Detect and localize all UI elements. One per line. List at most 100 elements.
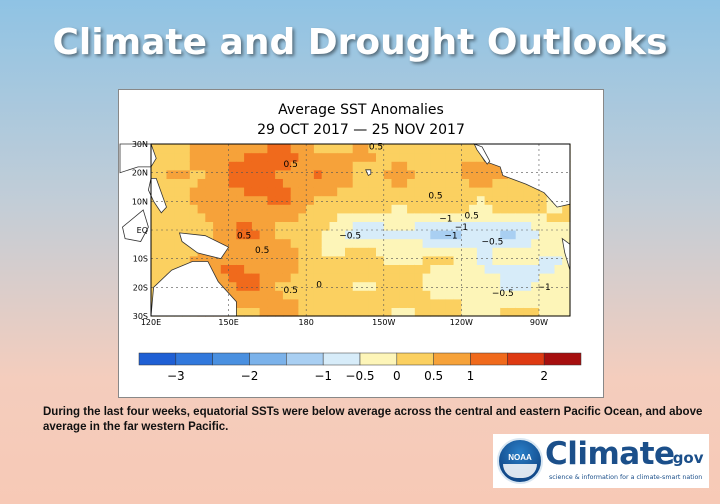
sst-cell [345, 178, 354, 188]
sst-cell [306, 273, 315, 283]
sst-cell [507, 307, 517, 317]
sst-cell [414, 152, 424, 162]
sst-cell [290, 290, 300, 300]
sst-cell [376, 178, 385, 188]
sst-cell [166, 230, 175, 240]
sst-cell [500, 273, 509, 283]
sst-cell [213, 212, 222, 222]
sst-cell [352, 204, 362, 214]
sst-cell [275, 195, 284, 205]
sst-cell [453, 281, 462, 291]
sst-cell [484, 221, 493, 231]
climate-gov-logo[interactable]: NOAA Climate .gov science & information … [493, 434, 709, 488]
sst-cell [391, 161, 400, 171]
sst-cell [220, 238, 230, 248]
sst-cell [422, 238, 431, 248]
sst-cell [523, 264, 532, 274]
colorbar-bin [212, 352, 250, 366]
sst-cell [282, 238, 292, 248]
sst-cell [461, 204, 470, 214]
sst-cell [329, 230, 338, 240]
sst-cell [298, 178, 307, 188]
sst-cell [484, 169, 493, 179]
sst-cell [531, 238, 540, 248]
sst-cell [368, 152, 377, 162]
sst-cell [259, 281, 268, 291]
sst-cell [306, 255, 315, 265]
sst-cell [174, 187, 183, 197]
sst-cell [507, 187, 517, 197]
sst-cell [507, 273, 517, 283]
sst-cell [407, 161, 416, 171]
sst-cell [461, 169, 470, 179]
sst-cell [290, 204, 300, 214]
sst-cell [469, 230, 478, 240]
sst-cell [236, 161, 245, 171]
sst-cell [345, 161, 354, 171]
sst-cell [313, 247, 323, 257]
sst-cell [352, 195, 362, 205]
sst-cell [282, 298, 292, 308]
sst-cell [383, 204, 393, 214]
sst-cell [469, 298, 478, 308]
sst-cell [352, 264, 362, 274]
sst-cell [282, 273, 292, 283]
sst-cell [546, 307, 556, 317]
sst-cell [290, 178, 300, 188]
sst-cell [259, 255, 268, 265]
sst-cell [407, 195, 416, 205]
sst-cell [151, 230, 160, 240]
sst-cell [151, 238, 160, 248]
sst-cell [189, 161, 199, 171]
sst-cell [492, 187, 501, 197]
sst-cell [166, 221, 175, 231]
sst-cell [158, 247, 168, 257]
sst-cell [321, 238, 331, 248]
sst-cell [275, 144, 284, 154]
sst-cell [554, 298, 563, 308]
sst-cell [259, 195, 268, 205]
sst-cell [453, 307, 462, 317]
sst-cell [445, 187, 455, 197]
sst-cell [515, 195, 525, 205]
sst-cell [329, 298, 338, 308]
sst-cell [275, 264, 284, 274]
sst-cell [236, 290, 245, 300]
sst-cell [321, 264, 331, 274]
sst-cell [174, 152, 183, 162]
sst-cell [337, 152, 346, 162]
sst-cell [515, 298, 525, 308]
sst-cell [345, 212, 354, 222]
sst-cell [244, 273, 253, 283]
sst-cell [228, 144, 237, 154]
sst-cell [430, 307, 439, 317]
colorbar-bin [470, 352, 508, 366]
sst-cell [476, 281, 486, 291]
sst-cell [414, 169, 424, 179]
colorbar-bin [286, 352, 324, 366]
sst-cell [244, 281, 253, 291]
sst-cell [205, 152, 214, 162]
sst-cell [515, 247, 525, 257]
sst-cell [337, 307, 346, 317]
sst-cell [228, 230, 237, 240]
sst-cell [166, 187, 175, 197]
sst-cell [345, 290, 354, 300]
sst-cell [484, 161, 493, 171]
sst-cell [158, 161, 168, 171]
sst-cell [531, 281, 540, 291]
sst-cell [438, 178, 447, 188]
sst-cell [360, 169, 369, 179]
sst-cell [469, 161, 478, 171]
sst-cell [391, 264, 400, 274]
sst-cell [383, 187, 393, 197]
land-mass [473, 143, 491, 165]
contour-label: −1 [439, 214, 452, 224]
sst-cell [523, 273, 532, 283]
sst-cell [476, 169, 486, 179]
sst-cell [275, 238, 284, 248]
sst-cell [158, 187, 168, 197]
sst-cell [376, 144, 385, 154]
sst-cell [197, 161, 206, 171]
sst-cell [321, 195, 331, 205]
